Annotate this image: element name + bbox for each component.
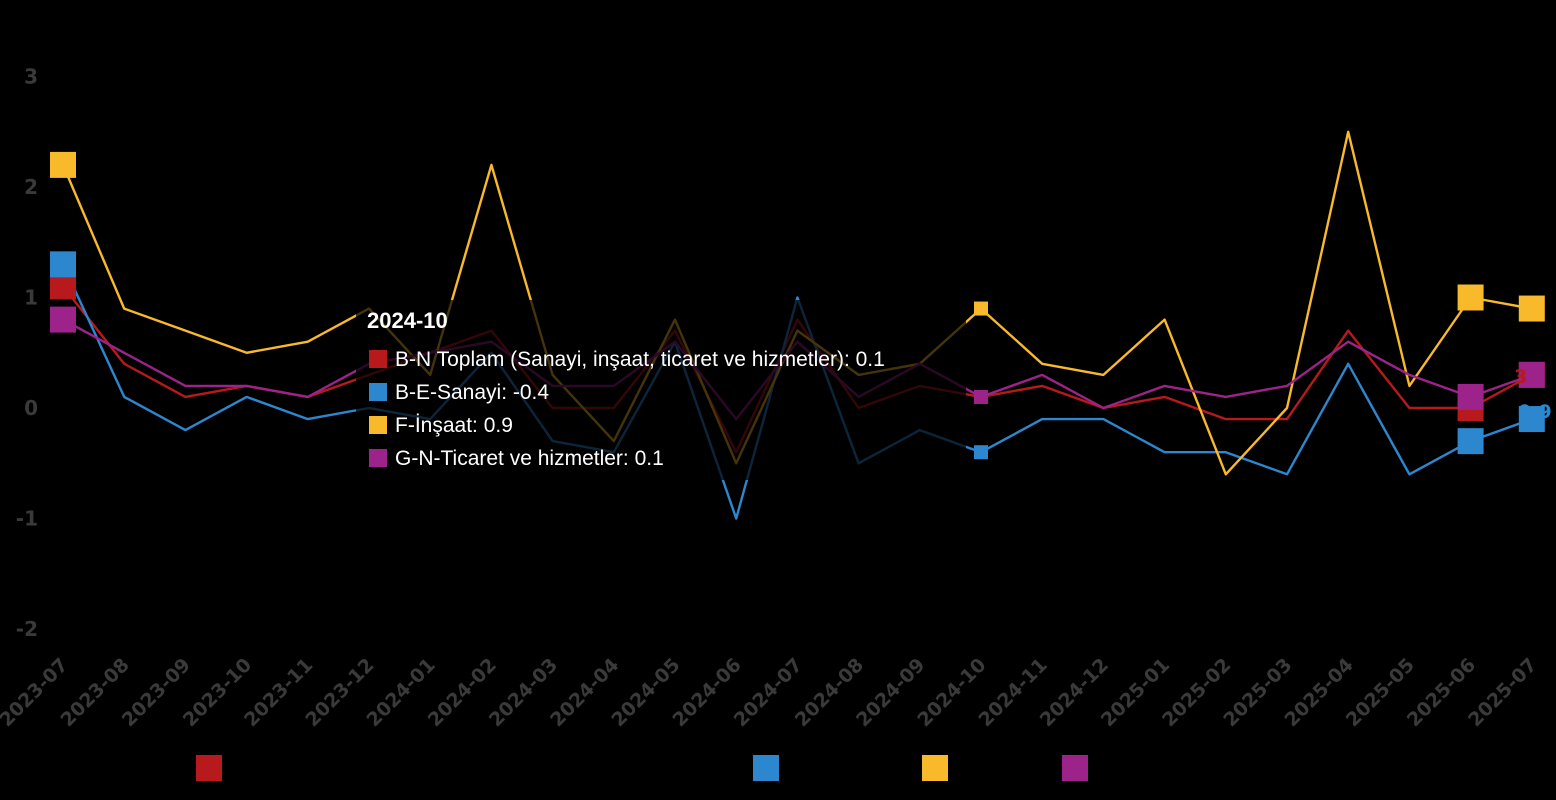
tooltip-swatch xyxy=(369,383,387,401)
tooltip-row-sanayi: B-E-Sanayi: -0.4 xyxy=(369,381,549,405)
end-label-sanayi: 0.9 xyxy=(1518,401,1552,423)
series-markers xyxy=(50,151,1545,460)
tooltip-row-ticaret: G-N-Ticaret ve hizmetler: 0.1 xyxy=(369,447,664,471)
series-marker[interactable] xyxy=(1457,428,1484,455)
hover-tooltip: 2024-10 B-N Toplam (Sanayi, inşaat, tica… xyxy=(356,300,966,480)
tooltip-swatch xyxy=(369,416,387,434)
y-axis-ticks: -2 -1 0 1 2 3 xyxy=(16,65,38,642)
hover-marker[interactable] xyxy=(974,389,988,404)
y-tick-label: 0 xyxy=(24,396,38,420)
legend-item-total[interactable] xyxy=(196,755,222,781)
series-marker[interactable] xyxy=(50,306,76,333)
tooltip-row-insaat: F-İnşaat: 0.9 xyxy=(369,414,513,438)
series-marker[interactable] xyxy=(1457,284,1484,311)
series-marker[interactable] xyxy=(1518,361,1545,388)
y-tick-label: 1 xyxy=(24,286,38,310)
x-axis-ticks: 2023-072023-082023-092023-102023-112023-… xyxy=(0,654,1541,731)
series-marker[interactable] xyxy=(50,251,76,278)
series-marker[interactable] xyxy=(50,151,76,178)
tooltip-row-label: G-N-Ticaret ve hizmetler: 0.1 xyxy=(395,447,664,470)
series-marker[interactable] xyxy=(1518,406,1545,433)
legend xyxy=(0,752,1556,784)
series-line-1 xyxy=(61,263,1533,520)
tooltip-row-label: B-N Toplam (Sanayi, inşaat, ticaret ve h… xyxy=(395,348,885,371)
y-tick-label: -1 xyxy=(16,507,38,531)
end-label-total: 3 xyxy=(1514,366,1527,388)
tooltip-row-label: F-İnşaat: 0.9 xyxy=(395,414,513,437)
tooltip-title: 2024-10 xyxy=(367,308,448,333)
tooltip-swatch xyxy=(369,350,387,368)
y-tick-label: 3 xyxy=(24,65,38,89)
y-tick-label: -2 xyxy=(16,617,38,641)
tooltip-row-label: B-E-Sanayi: -0.4 xyxy=(395,381,550,404)
series-marker[interactable] xyxy=(1518,295,1545,322)
series-marker[interactable] xyxy=(1457,383,1484,410)
legend-item-insaat[interactable] xyxy=(922,755,948,781)
series-marker[interactable] xyxy=(50,273,76,300)
end-labels: 3 0.9 xyxy=(1514,366,1552,423)
hover-marker[interactable] xyxy=(974,445,988,460)
tooltip-swatch xyxy=(369,449,387,467)
tooltip-row-total: B-N Toplam (Sanayi, inşaat, ticaret ve h… xyxy=(369,348,885,372)
legend-item-sanayi[interactable] xyxy=(753,755,779,781)
legend-item-ticaret[interactable] xyxy=(1062,755,1088,781)
y-tick-label: 2 xyxy=(24,175,38,199)
hover-marker[interactable] xyxy=(974,301,988,316)
